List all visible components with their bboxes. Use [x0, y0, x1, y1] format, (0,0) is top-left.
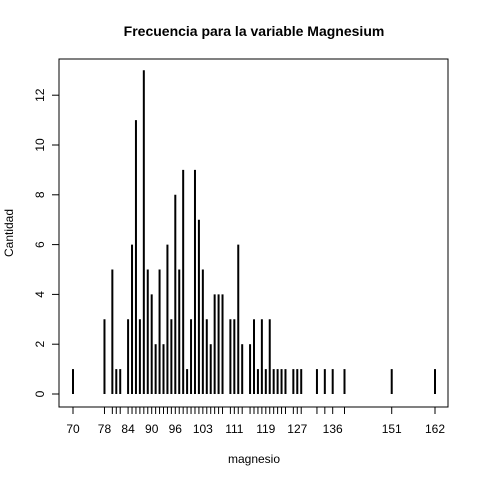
y-tick-label-2: 2	[33, 341, 47, 348]
x-tick-label-103: 103	[193, 422, 213, 436]
x-tick-label-151: 151	[382, 422, 402, 436]
x-tick-label-136: 136	[323, 422, 343, 436]
x-axis-label: magnesio	[228, 452, 280, 466]
chart-title: Frecuencia para la variable Magnesium	[124, 23, 385, 39]
x-tick-label-90: 90	[145, 422, 159, 436]
x-axis: 70 78 84 90 96 103 111 119 127 136 151 162	[66, 406, 445, 436]
y-axis: 0 2 4 6 8 10 12	[33, 88, 60, 397]
y-tick-label-0: 0	[33, 390, 47, 397]
y-axis-label: Cantidad	[2, 209, 16, 257]
x-tick-label-111: 111	[225, 422, 244, 436]
x-tick-label-70: 70	[66, 422, 80, 436]
x-tick-label-96: 96	[169, 422, 183, 436]
x-tick-label-119: 119	[256, 422, 275, 436]
y-tick-label-4: 4	[33, 291, 47, 298]
y-tick-label-10: 10	[33, 138, 47, 152]
bars-group	[72, 70, 436, 394]
y-tick-label-6: 6	[33, 241, 47, 248]
x-tick-label-78: 78	[98, 422, 112, 436]
x-tick-label-162: 162	[425, 422, 445, 436]
y-tick-label-8: 8	[33, 191, 47, 198]
y-tick-label-12: 12	[33, 88, 47, 102]
x-tick-label-84: 84	[121, 422, 135, 436]
x-tick-label-127: 127	[287, 422, 307, 436]
